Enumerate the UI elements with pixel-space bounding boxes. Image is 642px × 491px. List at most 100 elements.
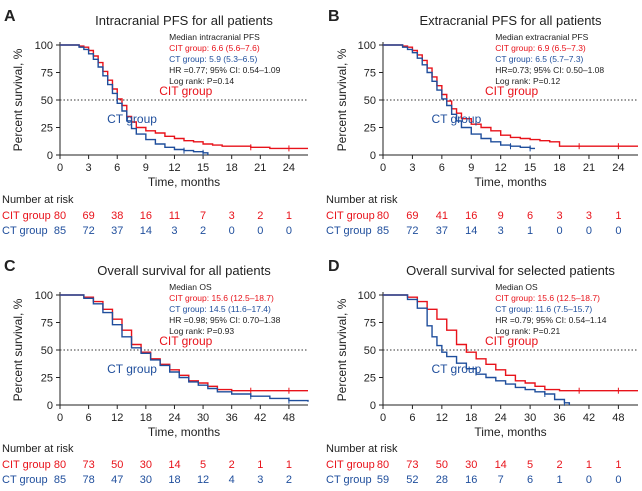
x-tick-label: 3: [86, 162, 92, 174]
y-tick-label: 100: [358, 40, 376, 52]
risk-value-ct: 1: [556, 474, 562, 486]
y-tick-label: 50: [364, 95, 376, 107]
y-axis-label: Percent survival, %: [11, 48, 25, 151]
x-tick-label: 18: [226, 162, 238, 174]
risk-value-ct: 3: [171, 225, 177, 237]
risk-value-ct: 59: [377, 474, 389, 486]
y-axis-label: Percent survival, %: [11, 298, 25, 401]
risk-value-cit: 14: [495, 459, 507, 471]
stats-cit: CIT group: 6.9 (6.5–7.3): [495, 43, 586, 53]
risk-value-cit: 80: [54, 210, 66, 222]
curve-label-ct: CT group: [107, 112, 157, 126]
risk-value-ct: 72: [406, 225, 418, 237]
stats-logrank: Log rank: P=0.21: [495, 326, 560, 336]
y-tick-label: 50: [41, 345, 53, 357]
risk-value-ct: 14: [140, 225, 152, 237]
chart-title: Overall survival for all patients: [97, 263, 271, 278]
risk-row-label-cit: CIT group: [2, 459, 51, 471]
risk-value-cit: 30: [465, 459, 477, 471]
risk-value-cit: 16: [140, 210, 152, 222]
risk-value-ct: 85: [54, 225, 66, 237]
y-tick-label: 25: [41, 123, 53, 135]
stats-heading: Median OS: [169, 282, 212, 292]
risk-value-cit: 1: [615, 459, 621, 471]
y-tick-label: 25: [364, 123, 376, 135]
survival-curve-ct: [60, 44, 209, 155]
risk-value-cit: 80: [54, 459, 66, 471]
risk-value-cit: 1: [257, 459, 263, 471]
x-tick-label: 0: [57, 162, 63, 174]
risk-value-ct: 0: [286, 225, 292, 237]
risk-value-ct: 0: [586, 225, 592, 237]
stats-hr: HR =0.98; 95% CI: 0.70–1.38: [169, 315, 281, 325]
y-tick-label: 100: [35, 290, 53, 302]
risk-value-ct: 47: [111, 474, 123, 486]
x-axis-label: Time, months: [474, 425, 546, 439]
x-tick-label: 0: [380, 162, 386, 174]
x-tick-label: 21: [583, 162, 595, 174]
risk-value-ct: 2: [200, 225, 206, 237]
risk-value-ct: 18: [168, 474, 180, 486]
risk-value-cit: 3: [586, 210, 592, 222]
risk-row-label-ct: CT group: [326, 474, 372, 486]
panel-letter: A: [4, 8, 16, 25]
risk-heading: Number at risk: [2, 194, 74, 206]
risk-heading: Number at risk: [2, 443, 74, 455]
x-tick-label: 6: [439, 162, 445, 174]
risk-value-ct: 37: [436, 225, 448, 237]
risk-value-cit: 69: [82, 210, 94, 222]
x-tick-label: 24: [168, 412, 180, 424]
x-tick-label: 21: [254, 162, 266, 174]
y-tick-label: 0: [47, 400, 53, 412]
y-tick-label: 50: [364, 345, 376, 357]
x-tick-label: 24: [612, 162, 624, 174]
curve-label-cit: CIT group: [485, 84, 538, 98]
risk-value-ct: 52: [406, 474, 418, 486]
x-tick-label: 18: [465, 412, 477, 424]
x-tick-label: 12: [168, 162, 180, 174]
stats-cit: CIT group: 6.6 (5.6–7.6): [169, 43, 260, 53]
x-tick-label: 0: [380, 412, 386, 424]
stats-ct: CT group: 6.5 (5.7–7.3): [495, 54, 583, 64]
risk-value-ct: 6: [527, 474, 533, 486]
risk-row-label-cit: CIT group: [326, 459, 375, 471]
risk-value-ct: 3: [498, 225, 504, 237]
curve-label-ct: CT group: [107, 362, 157, 376]
x-tick-label: 18: [140, 412, 152, 424]
x-tick-label: 24: [283, 162, 295, 174]
x-tick-label: 0: [57, 412, 63, 424]
stats-hr: HR=0.73; 95% CI: 0.50–1.08: [495, 65, 604, 75]
risk-value-ct: 16: [465, 474, 477, 486]
y-tick-label: 0: [370, 400, 376, 412]
x-tick-label: 18: [553, 162, 565, 174]
risk-value-cit: 50: [436, 459, 448, 471]
x-tick-label: 15: [524, 162, 536, 174]
risk-value-cit: 3: [556, 210, 562, 222]
risk-value-ct: 28: [436, 474, 448, 486]
risk-value-cit: 5: [527, 459, 533, 471]
panel-a: A Intracranial PFS for all patients 0 25 50 7…: [2, 8, 308, 237]
x-tick-label: 30: [524, 412, 536, 424]
risk-value-cit: 41: [436, 210, 448, 222]
risk-value-cit: 6: [527, 210, 533, 222]
chart-title: Overall survival for selected patients: [406, 263, 615, 278]
risk-value-ct: 0: [229, 225, 235, 237]
risk-value-ct: 0: [257, 225, 263, 237]
x-tick-label: 6: [86, 412, 92, 424]
risk-value-cit: 69: [406, 210, 418, 222]
curve-label-ct: CT group: [431, 362, 481, 376]
x-tick-label: 42: [583, 412, 595, 424]
x-tick-label: 12: [495, 162, 507, 174]
risk-value-ct: 4: [229, 474, 235, 486]
stats-ct: CT group: 5.9 (5.3–6.5): [169, 54, 257, 64]
x-tick-label: 30: [197, 412, 209, 424]
risk-value-ct: 37: [111, 225, 123, 237]
risk-value-ct: 0: [615, 225, 621, 237]
risk-row-label-cit: CIT group: [326, 210, 375, 222]
risk-value-cit: 73: [406, 459, 418, 471]
stats-logrank: Log rank: P=0.12: [495, 76, 560, 86]
risk-value-cit: 9: [498, 210, 504, 222]
y-axis-label: Percent survival, %: [335, 298, 349, 401]
risk-value-ct: 7: [498, 474, 504, 486]
